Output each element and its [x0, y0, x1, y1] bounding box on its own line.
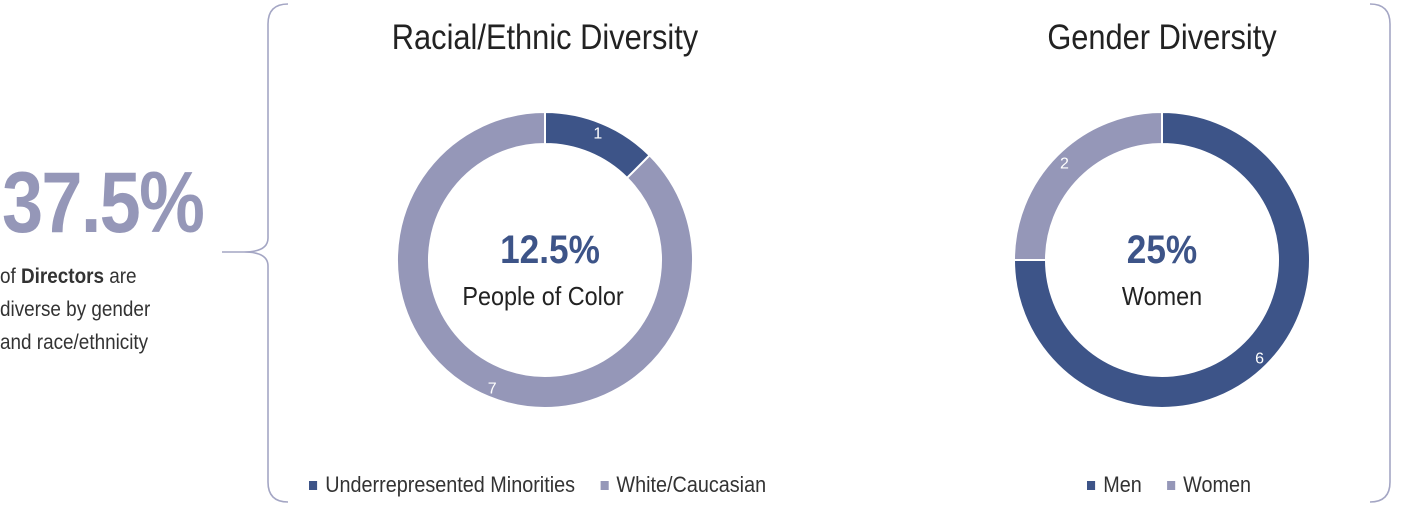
legend-label-urm: Underrepresented Minorities: [325, 472, 576, 497]
slice-label-0-0: 1: [593, 126, 602, 143]
legend-item: Women: [1166, 472, 1251, 498]
slice-label-1-0: 6: [1255, 351, 1264, 368]
donut-slice-1-1: [1012, 110, 1163, 261]
donut-slice-0-1: [396, 110, 694, 409]
legend-swatch-women: [1166, 480, 1176, 490]
summary-caption: of Directors are diverse by gender and r…: [0, 260, 180, 359]
legend-label-white: White/Caucasian: [616, 472, 767, 497]
legend-item: Underrepresented Minorities: [309, 472, 575, 498]
summary-caption-prefix: of: [0, 265, 22, 288]
slice-label-0-1: 7: [488, 380, 497, 397]
center-value-gender: 25%: [1126, 228, 1198, 272]
right-bracket: [1369, 3, 1391, 503]
center-label-racial: People of Color: [462, 281, 624, 311]
donut-chart-racial: 17: [396, 110, 694, 409]
donut-chart-gender: 62: [1012, 110, 1311, 409]
slice-label-1-1: 2: [1060, 155, 1069, 172]
summary-percentage: 37.5%: [2, 155, 205, 251]
summary-caption-bold: Directors: [21, 265, 105, 288]
legend-swatch-urm: [309, 480, 318, 490]
center-value-racial: 12.5%: [500, 228, 600, 272]
legend-item: Men: [1087, 472, 1142, 498]
legend-gender: Men Women: [1087, 472, 1251, 498]
donut-slice-0-0: [544, 110, 652, 180]
legend-swatch-men: [1087, 480, 1096, 490]
legend-racial: Underrepresented Minorities White/Caucas…: [309, 472, 766, 498]
chart-title-racial: Racial/Ethnic Diversity: [391, 18, 699, 57]
donut-slice-1-0: [1012, 110, 1311, 409]
legend-label-women: Women: [1183, 472, 1251, 497]
left-curly-bracket: [222, 3, 289, 503]
chart-title-gender: Gender Diversity: [1047, 18, 1277, 57]
summary-caption-suffix: are diverse by gender and race/ethnicity: [0, 265, 151, 354]
legend-item: White/Caucasian: [600, 472, 766, 498]
center-label-gender: Women: [1121, 281, 1203, 311]
legend-swatch-white: [600, 480, 609, 490]
legend-label-men: Men: [1103, 472, 1142, 497]
